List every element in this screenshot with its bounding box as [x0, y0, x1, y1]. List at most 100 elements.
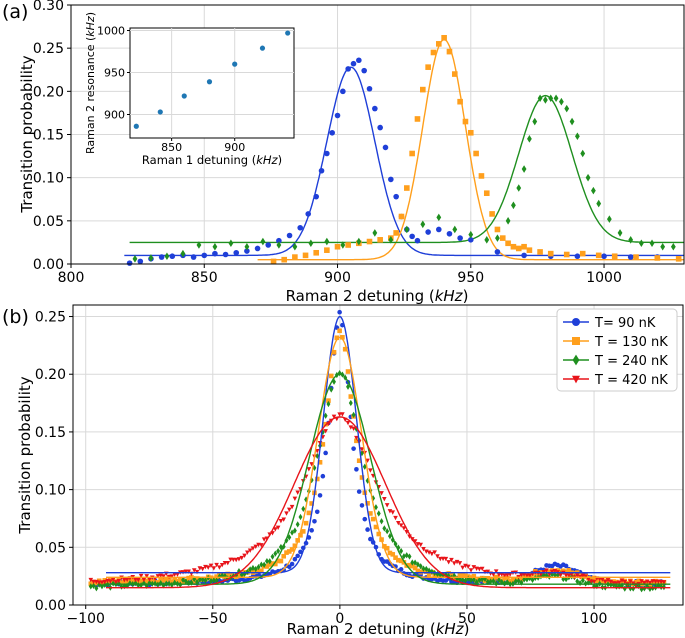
data-point-T = 420 nK — [574, 573, 580, 578]
data-point-T = 420 nK — [558, 573, 563, 578]
data-point-green — [548, 94, 554, 103]
data-point-T = 240 nK — [94, 585, 99, 592]
data-point-T = 420 nK — [102, 579, 108, 585]
data-point-T = 420 nK — [379, 491, 384, 496]
data-point-green — [436, 213, 442, 222]
data-point-orange — [595, 252, 602, 259]
data-point-T = 240 nK — [158, 579, 163, 587]
data-point-green — [212, 242, 218, 251]
data-point-T = 240 nK — [477, 576, 482, 584]
data-point-green — [537, 94, 543, 103]
x-tick-label: 800 — [58, 270, 85, 286]
data-point-T = 240 nK — [401, 553, 406, 560]
data-point-T = 130 nK — [463, 573, 468, 579]
x-tick-label: 1000 — [586, 270, 622, 286]
y-tick-label: 0.15 — [35, 425, 66, 441]
panel-a-x-ticks: 800 850 900 950 1000 — [58, 264, 622, 286]
data-point-T = 130 nK — [278, 558, 284, 564]
y-tick-label: 0.00 — [35, 598, 66, 614]
data-point-green — [164, 252, 170, 261]
data-point-T = 240 nK — [614, 583, 619, 590]
data-point-T = 240 nK — [211, 577, 216, 584]
data-point-T = 420 nK — [479, 566, 485, 572]
data-point-orange — [457, 98, 463, 105]
data-point-T = 420 nK — [443, 556, 449, 562]
data-point-T= 90 nK — [314, 509, 320, 515]
data-point-T = 130 nK — [281, 553, 287, 559]
y-tick-label: 0.25 — [35, 310, 66, 326]
data-point-green — [324, 237, 330, 246]
data-point-T = 420 nK — [586, 577, 591, 582]
data-point-T = 130 nK — [328, 373, 334, 379]
data-point-T = 240 nK — [469, 577, 473, 584]
data-point-T = 420 nK — [493, 569, 499, 574]
inset-y-ticks: 900 950 1000 — [97, 25, 130, 121]
data-point-green — [505, 217, 511, 225]
data-point-blue — [393, 193, 399, 200]
y-tick-label: 0.30 — [33, 0, 64, 14]
data-point-T = 420 nK — [465, 564, 471, 570]
panel-b-y-ticks: 0.00 0.05 0.10 0.15 0.20 0.25 — [35, 310, 73, 614]
data-point-green — [670, 242, 676, 251]
data-point-T = 130 nK — [331, 349, 337, 355]
data-point-T= 90 nK — [292, 556, 298, 562]
data-point-T = 420 nK — [549, 569, 555, 575]
data-point-T = 240 nK — [242, 570, 247, 577]
data-point-T = 240 nK — [382, 525, 387, 532]
data-point-blue — [340, 88, 346, 95]
data-point-T = 420 nK — [393, 515, 398, 521]
data-point-blue — [382, 144, 389, 151]
inset-x-tick-label: 900 — [224, 141, 245, 154]
inset-x-ticks: 850 900 — [161, 138, 245, 154]
y-tick-label: 0.20 — [35, 367, 66, 383]
data-point-T = 240 nK — [267, 558, 272, 565]
data-point-blue — [574, 253, 581, 260]
data-point-T = 240 nK — [351, 411, 356, 419]
data-point-T = 420 nK — [460, 565, 465, 571]
data-point-green — [132, 255, 138, 263]
panel-a-x-axis-label: Raman 2 detuning (kHz) — [286, 287, 469, 305]
data-point-T = 240 nK — [410, 559, 415, 566]
data-point-blue — [467, 237, 474, 243]
data-point-T = 240 nK — [385, 528, 390, 535]
data-point-green — [260, 237, 266, 246]
data-point-T = 420 nK — [250, 546, 256, 551]
data-point-T = 130 nK — [485, 576, 491, 581]
data-point-T = 420 nK — [496, 572, 502, 578]
data-point-T = 420 nK — [278, 518, 284, 524]
data-point-T= 90 nK — [286, 564, 292, 570]
x-tick-label: 50 — [458, 611, 476, 627]
data-point-T = 240 nK — [483, 575, 487, 583]
data-point-green — [228, 239, 234, 248]
data-point-T = 240 nK — [147, 579, 152, 587]
data-point-T = 420 nK — [340, 412, 345, 417]
data-point-T = 240 nK — [499, 578, 504, 586]
data-point-T = 130 nK — [259, 568, 264, 574]
data-point-T = 130 nK — [471, 573, 477, 579]
fit-curve-green — [129, 94, 684, 244]
data-point-T = 420 nK — [628, 579, 633, 584]
inset-data-point — [206, 79, 213, 85]
legend-label: T= 90 nK — [594, 316, 656, 331]
data-point-orange — [494, 226, 501, 233]
data-point-T = 240 nK — [418, 563, 423, 570]
panel-b-y-axis-label: Transition probability — [16, 376, 34, 534]
data-point-T = 240 nK — [404, 552, 409, 559]
data-point-T = 130 nK — [370, 516, 376, 522]
panel-b-legend: T= 90 nK T = 130 nK T = 240 nK T = 420 nK — [556, 308, 678, 392]
data-point-orange — [425, 64, 431, 70]
data-point-T = 420 nK — [527, 573, 533, 579]
data-point-T = 420 nK — [365, 458, 370, 463]
data-point-T = 420 nK — [429, 551, 435, 557]
data-point-orange — [633, 254, 639, 260]
data-point-green — [580, 149, 586, 158]
data-point-T = 130 nK — [594, 578, 600, 584]
data-point-T= 90 nK — [323, 450, 328, 456]
data-point-orange — [489, 211, 495, 217]
data-point-blue — [366, 85, 373, 92]
data-point-green — [196, 241, 202, 249]
data-point-T = 240 nK — [329, 386, 334, 393]
panel-b-plot-frame — [72, 304, 684, 606]
data-point-T = 240 nK — [203, 577, 208, 584]
